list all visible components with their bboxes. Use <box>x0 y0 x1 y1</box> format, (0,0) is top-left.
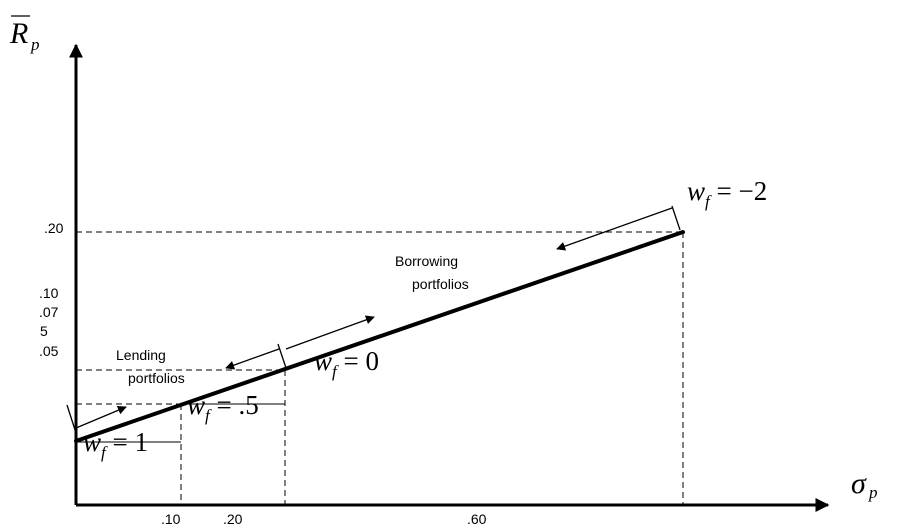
y-tick-label: .20 <box>44 220 64 236</box>
weight-value: = −2 <box>710 176 767 206</box>
weight-sub: f <box>205 406 212 425</box>
x-tick-label: .10 <box>161 511 181 527</box>
y-axis-title-sub: p <box>30 35 40 54</box>
lending-label-line1: Lending <box>116 347 166 363</box>
weight-label-one: wf = 1 <box>83 427 148 462</box>
x-tick-label: .60 <box>467 511 487 527</box>
arrow-lending-down <box>225 348 280 370</box>
x-axis-title-sub: p <box>868 483 878 502</box>
borrowing-label-line1: Borrowing <box>395 253 458 269</box>
x-axis-title-main: σ <box>851 467 867 500</box>
arrow-borrowing-down <box>556 207 673 251</box>
arrow-borrowing-up <box>285 315 375 350</box>
lending-label-line2: portfolios <box>128 370 185 386</box>
weight-sub: f <box>101 443 108 462</box>
x-tick-label: .20 <box>223 511 243 527</box>
line-tick-wm2 <box>671 205 681 231</box>
weight-var: w <box>687 176 705 206</box>
borrowing-label-line2: portfolios <box>412 276 469 292</box>
weight-label-minus2: wf = −2 <box>687 176 767 211</box>
y-axis-title: R p <box>9 15 40 54</box>
y-tick-label: .05 <box>39 343 59 359</box>
reference-lines <box>76 231 684 505</box>
weight-var: w <box>314 346 332 376</box>
arrow-lending-up <box>75 405 127 429</box>
weight-sub: f <box>332 362 339 381</box>
weight-sub: f <box>705 192 712 211</box>
line-tick-w1 <box>66 404 77 434</box>
weight-label-half: wf = .5 <box>187 390 259 425</box>
weight-var: w <box>187 390 205 420</box>
weight-value: = 1 <box>106 427 148 457</box>
y-tick-label: .07 <box>39 304 59 320</box>
weight-var: w <box>83 427 101 457</box>
x-axis-title: σ p <box>851 467 878 502</box>
weight-value: = .5 <box>210 390 259 420</box>
weight-label-zero: wf = 0 <box>314 346 379 381</box>
weight-value: = 0 <box>337 346 379 376</box>
y-axis-title-main: R <box>9 17 28 50</box>
capital-allocation-line <box>74 230 685 443</box>
line-tick-w0 <box>277 343 287 369</box>
y-tick-label: .10 <box>39 285 59 301</box>
y-tick-label: 5 <box>40 323 48 339</box>
